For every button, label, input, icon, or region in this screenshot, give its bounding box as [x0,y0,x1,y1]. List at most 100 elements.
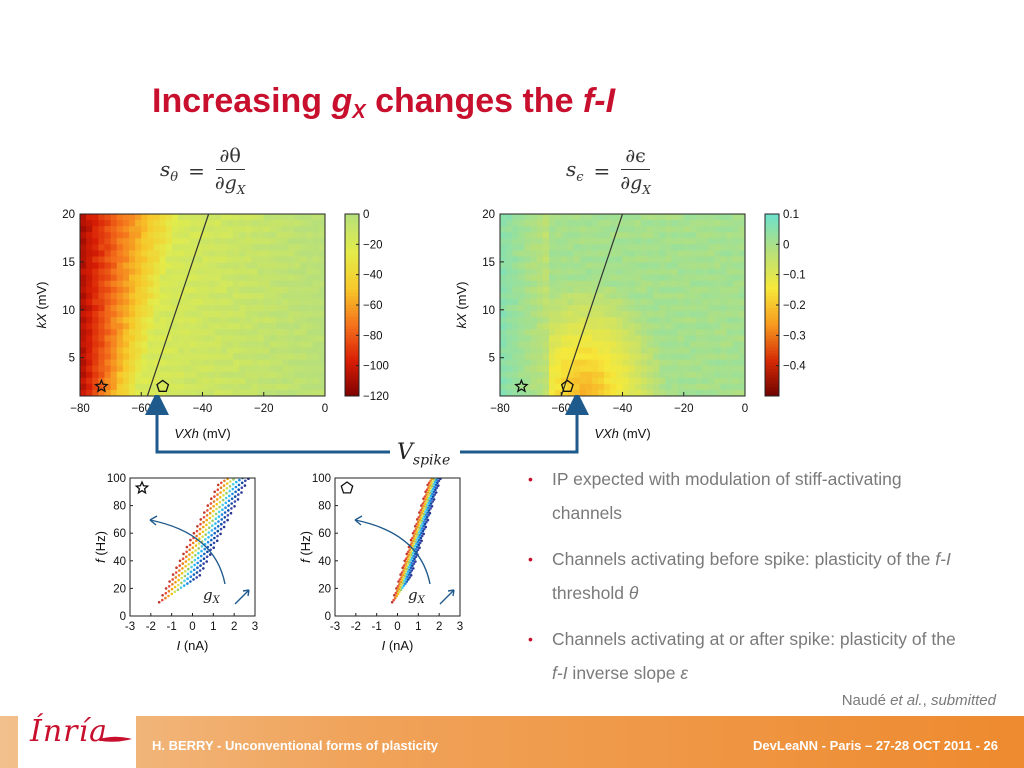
scatter-point [424,498,428,501]
inria-logo: Ínría [18,704,136,768]
scatter-point [430,489,433,493]
scatter-point [189,575,193,578]
scatter-point [211,519,214,523]
scatter-point [418,534,422,537]
scatter-point [167,594,170,598]
y-tick-label: 5 [489,353,495,365]
scatter-point [420,511,423,515]
scatter-point [176,588,180,592]
scatter-point [434,491,438,494]
pentagon-marker [560,379,574,392]
footer-bar: H. BERRY - Unconventional forms of plast… [0,716,1024,768]
scatter-point [242,472,245,475]
scatter-point [407,573,411,576]
scatter-point [419,521,422,525]
scatter-point [192,531,196,535]
scatter-point [181,567,184,570]
scatter-point [205,514,209,517]
scatter-point [425,508,429,511]
scatter-point [171,573,175,576]
scatter-point [435,478,438,482]
scatter-point [202,557,206,560]
scatter-point [408,548,411,552]
scatter-point [427,486,430,489]
scatter-point [431,500,434,503]
colorbar-tick-label: −60 [363,300,383,312]
scatter-point [193,558,197,562]
x-tick-label: -1 [167,621,177,633]
scatter-point [398,585,402,589]
scatter-point [213,527,217,530]
x-axis-label: I (nA) [177,638,209,653]
scatter-point [213,536,216,540]
scatter-point [404,577,408,580]
scatter-point [187,567,190,571]
x-tick-label: 1 [210,621,216,633]
scatter-point [228,494,231,498]
scatter-point [422,505,425,508]
scatter-point [425,488,429,491]
scatter-point [180,571,184,575]
x-tick-label: -3 [330,621,340,633]
scatter-point [157,600,161,604]
scatter-point [228,489,231,493]
scatter-point [210,538,213,542]
scatter-point [182,584,186,587]
scatter-point [221,503,224,507]
scatter-point [219,532,222,536]
scatter-point [202,525,205,529]
scatter-point [174,571,178,574]
scatter-point [425,496,429,499]
scatter-point [251,466,254,468]
threshold-line [146,213,210,397]
scatter-point [408,560,411,564]
colorbar-tick-label: 0 [363,209,369,221]
y-tick-label: 20 [318,583,331,595]
scatter-point [429,499,432,503]
scatter-point [428,496,431,500]
scatter-point [392,598,395,602]
colorbar-tick-label: −0.2 [783,300,806,312]
scatter-point [216,493,219,496]
scatter-point [418,541,422,545]
scatter-point [167,589,171,593]
scatter-point [193,563,196,567]
scatter-point [416,520,420,524]
scatter-point [426,491,430,494]
colorbar-tick-label: 0.1 [783,209,799,221]
scatter-point [422,517,425,520]
y-tick-label: 100 [107,473,126,485]
scatter-point [196,525,199,528]
scatter-point [177,578,180,582]
scatter-point [175,566,178,569]
scatter-point [240,486,244,489]
scatter-point [198,532,202,536]
scatter-point [430,485,434,488]
x-tick-label: −20 [674,403,694,415]
footer-event: DevLeaNN - Paris – 27-28 OCT 2011 - 26 [753,738,998,753]
scatter-point [196,561,199,565]
scatter-point [200,549,203,553]
scatter-point [164,591,168,595]
scatter-point [185,550,188,554]
scatter-point [435,471,438,474]
vspike-label: Vspike [397,440,451,469]
vspike-arrow-left [145,395,390,454]
scatter-point [406,555,409,558]
scatter-point [212,505,215,508]
scatter-point [407,553,411,556]
scatter-point [421,522,424,525]
scatter-point [204,533,207,536]
bullet-item: • Channels activating at or after spike: … [528,622,958,690]
scatter-point [428,484,432,487]
scatter-point [184,565,187,568]
scatter-point [409,574,413,577]
scatter-point [187,563,190,566]
scatter-point [194,549,197,552]
x-tick-label: 2 [436,621,442,633]
scatter-point [403,574,407,578]
scatter-point [394,591,398,595]
scatter-point [397,580,400,583]
scatter-point [199,554,203,558]
scatter-point [420,539,423,543]
